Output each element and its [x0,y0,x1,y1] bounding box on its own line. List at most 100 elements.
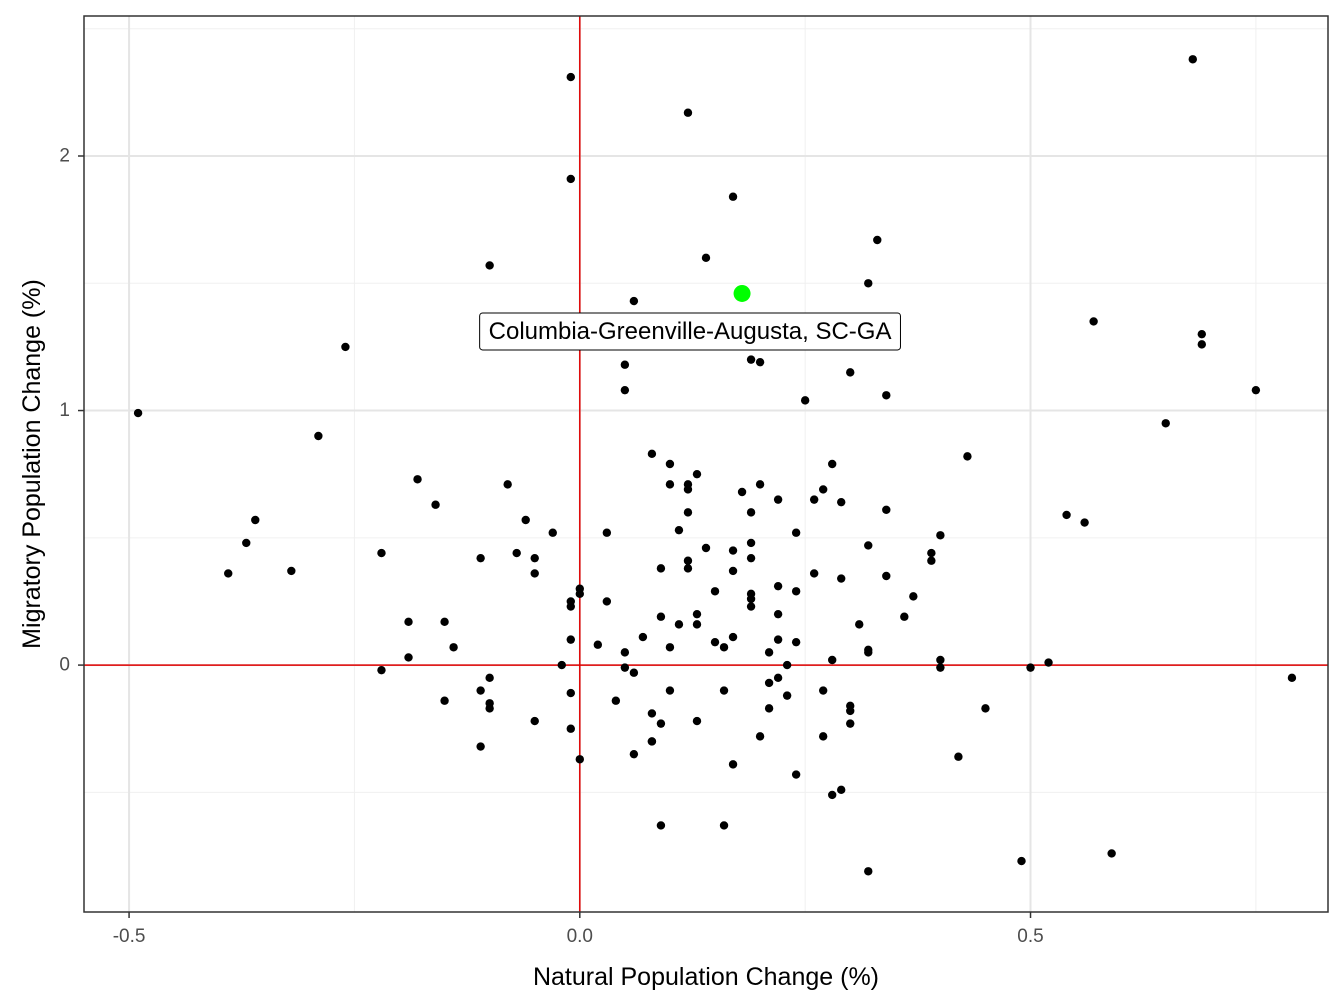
data-point [719,643,729,652]
data-point [656,821,666,830]
data-point [692,716,702,726]
highlight-annotation: Columbia-Greenville-Augusta, SC-GA [479,312,901,351]
data-point [728,632,738,642]
data-point [665,643,675,652]
data-point [242,538,251,548]
data-point [728,192,738,201]
data-point [431,500,440,509]
data-point [846,368,855,377]
annotation-label: Columbia-Greenville-Augusta, SC-GA [489,318,892,345]
data-point [719,821,729,830]
data-point [566,688,575,698]
data-point [882,571,891,581]
data-point [746,508,756,517]
data-point [665,686,675,695]
data-point [728,760,738,769]
data-point [602,597,612,606]
data-point [620,648,630,657]
data-point [1197,340,1206,349]
data-point [846,706,855,716]
data-point [701,543,711,553]
data-point [936,655,945,665]
data-point [674,525,684,535]
data-point [224,569,233,578]
data-point [882,505,891,515]
data-point [476,686,485,695]
data-point [692,469,702,479]
data-point [620,663,630,672]
data-point [882,391,891,400]
data-point [909,592,918,601]
data-point [818,485,828,494]
data-point [1017,856,1026,866]
data-point [800,396,810,405]
data-point [710,587,720,596]
annotation-box [479,312,901,351]
data-point [377,665,386,675]
data-point [251,515,260,525]
data-point [1107,849,1116,858]
data-point [828,459,837,469]
data-point [647,449,657,459]
x-axis-title: Natural Population Change (%) [533,963,879,991]
data-point [873,235,882,245]
data-point [773,581,783,591]
data-point [512,548,521,558]
data-point [746,602,756,611]
data-point [809,495,819,504]
data-point [773,635,783,644]
data-point [764,678,774,688]
data-point [485,261,494,270]
panel-border [83,15,1329,913]
data-point [683,556,693,565]
data-point [728,546,738,555]
data-point [629,296,639,306]
data-point [314,431,323,441]
data-point [837,497,846,507]
data-point [377,548,386,558]
data-point [530,569,539,578]
data-point [791,528,801,537]
data-point [557,660,566,670]
data-point [818,686,828,695]
data-point [683,108,693,117]
minor-grid [84,16,1328,912]
data-point [1188,55,1197,64]
data-point [936,531,945,540]
data-point [1044,658,1053,667]
data-point [665,459,675,469]
data-point [900,612,909,621]
data-point [864,867,873,876]
data-point [566,635,575,644]
x-tick-label: 0.0 [567,926,593,947]
data-point [440,617,449,627]
data-point [746,553,756,563]
data-point [764,648,774,657]
data-point [927,556,936,565]
data-point [719,686,729,695]
y-axis-title: Migratory Population Change (%) [18,279,46,649]
data-point [1089,317,1098,326]
axis-ticks: -0.5 0.0 0.5 0 1 2 [59,146,1043,948]
data-point [864,279,873,288]
data-point [746,538,756,548]
y-tick-label: 0 [59,655,70,676]
data-point [656,564,666,573]
data-point [521,515,530,525]
data-point [656,719,666,728]
data-point [566,72,575,82]
data-point [764,704,774,713]
data-point [674,620,684,629]
data-point [530,553,539,563]
data-point [828,655,837,665]
data-point [746,594,756,604]
data-point [864,541,873,550]
data-point [1026,663,1035,672]
x-tick-label: -0.5 [113,926,146,947]
data-point [485,704,494,713]
data-point [530,716,539,726]
data-point [620,360,630,369]
data-point [575,755,584,764]
